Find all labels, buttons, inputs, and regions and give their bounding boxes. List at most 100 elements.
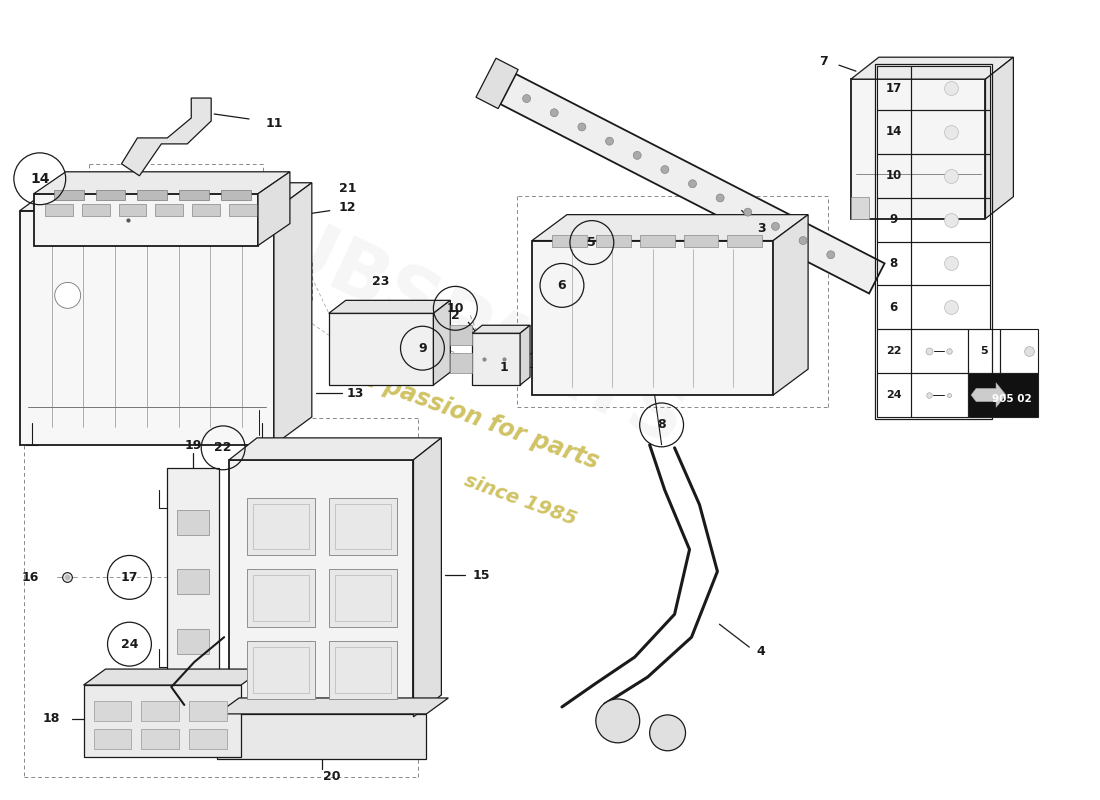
- Bar: [94, 701, 132, 721]
- Bar: [911, 373, 968, 417]
- Circle shape: [550, 109, 558, 117]
- Text: GUBSPARTS: GUBSPARTS: [205, 179, 696, 462]
- Bar: [683, 234, 718, 246]
- Bar: [248, 498, 315, 555]
- Bar: [329, 641, 396, 699]
- Bar: [877, 242, 911, 286]
- Polygon shape: [217, 698, 449, 714]
- Bar: [253, 504, 309, 550]
- Text: 9: 9: [890, 213, 898, 226]
- Polygon shape: [20, 210, 274, 445]
- Polygon shape: [229, 438, 441, 460]
- Text: 14: 14: [30, 172, 50, 186]
- Text: 13: 13: [346, 386, 364, 399]
- Bar: [192, 204, 220, 216]
- Text: 6: 6: [890, 301, 898, 314]
- Bar: [877, 198, 911, 242]
- Polygon shape: [217, 714, 427, 758]
- Circle shape: [650, 715, 685, 750]
- Bar: [640, 234, 674, 246]
- Circle shape: [689, 180, 696, 188]
- Text: 14: 14: [886, 126, 902, 138]
- Polygon shape: [520, 326, 530, 385]
- Bar: [911, 154, 990, 198]
- Bar: [177, 630, 209, 654]
- Polygon shape: [971, 382, 1006, 407]
- Text: 4: 4: [757, 645, 766, 658]
- Bar: [450, 353, 472, 373]
- Bar: [727, 234, 762, 246]
- Polygon shape: [34, 172, 290, 194]
- Bar: [877, 66, 911, 110]
- Text: 6: 6: [558, 279, 566, 292]
- Text: 11: 11: [265, 118, 283, 130]
- Circle shape: [596, 699, 640, 743]
- Circle shape: [522, 94, 530, 102]
- Text: 905 02: 905 02: [992, 394, 1032, 403]
- Text: 8: 8: [890, 257, 898, 270]
- Text: 18: 18: [43, 712, 60, 726]
- Bar: [248, 570, 315, 627]
- Polygon shape: [229, 460, 414, 717]
- Bar: [911, 286, 990, 330]
- Bar: [877, 154, 911, 198]
- Polygon shape: [472, 334, 520, 385]
- Bar: [911, 110, 990, 154]
- Text: 2: 2: [451, 309, 460, 322]
- Polygon shape: [84, 669, 263, 685]
- Bar: [552, 234, 587, 246]
- Bar: [877, 286, 911, 330]
- Text: 1: 1: [499, 361, 508, 374]
- Polygon shape: [329, 300, 450, 314]
- Text: 10: 10: [447, 302, 464, 315]
- Bar: [877, 110, 911, 154]
- Polygon shape: [476, 58, 518, 109]
- Bar: [248, 641, 315, 699]
- Bar: [189, 701, 227, 721]
- Polygon shape: [121, 98, 211, 176]
- Bar: [142, 701, 179, 721]
- Bar: [596, 234, 630, 246]
- Text: 17: 17: [886, 82, 902, 94]
- Polygon shape: [20, 182, 311, 210]
- Polygon shape: [851, 57, 1013, 79]
- Text: 15: 15: [473, 569, 490, 582]
- Circle shape: [606, 137, 614, 145]
- Bar: [450, 326, 472, 345]
- Text: 23: 23: [372, 275, 389, 288]
- Text: 16: 16: [21, 571, 38, 584]
- Text: 22: 22: [887, 346, 902, 356]
- Circle shape: [799, 237, 807, 245]
- Polygon shape: [773, 214, 808, 395]
- Text: 22: 22: [214, 442, 232, 454]
- Circle shape: [744, 208, 751, 216]
- Bar: [177, 510, 209, 534]
- Bar: [911, 242, 990, 286]
- Bar: [119, 204, 146, 216]
- Text: 20: 20: [323, 770, 341, 783]
- Bar: [968, 330, 1000, 373]
- Text: a passion for parts: a passion for parts: [359, 366, 603, 474]
- Polygon shape: [433, 300, 450, 385]
- Bar: [334, 647, 390, 693]
- Circle shape: [578, 123, 586, 131]
- Bar: [968, 373, 1038, 417]
- Circle shape: [55, 282, 80, 308]
- Circle shape: [771, 222, 780, 230]
- Bar: [54, 190, 84, 200]
- Polygon shape: [851, 79, 986, 218]
- Text: since 1985: since 1985: [461, 470, 579, 529]
- Circle shape: [661, 166, 669, 174]
- Polygon shape: [329, 314, 433, 385]
- Text: 5: 5: [587, 236, 596, 249]
- Polygon shape: [532, 214, 808, 241]
- Bar: [179, 190, 209, 200]
- Text: 19: 19: [185, 439, 202, 452]
- Bar: [142, 729, 179, 749]
- Text: 21: 21: [339, 182, 356, 195]
- Polygon shape: [500, 74, 884, 294]
- Circle shape: [716, 194, 724, 202]
- Polygon shape: [472, 326, 530, 334]
- Bar: [253, 647, 309, 693]
- Bar: [334, 504, 390, 550]
